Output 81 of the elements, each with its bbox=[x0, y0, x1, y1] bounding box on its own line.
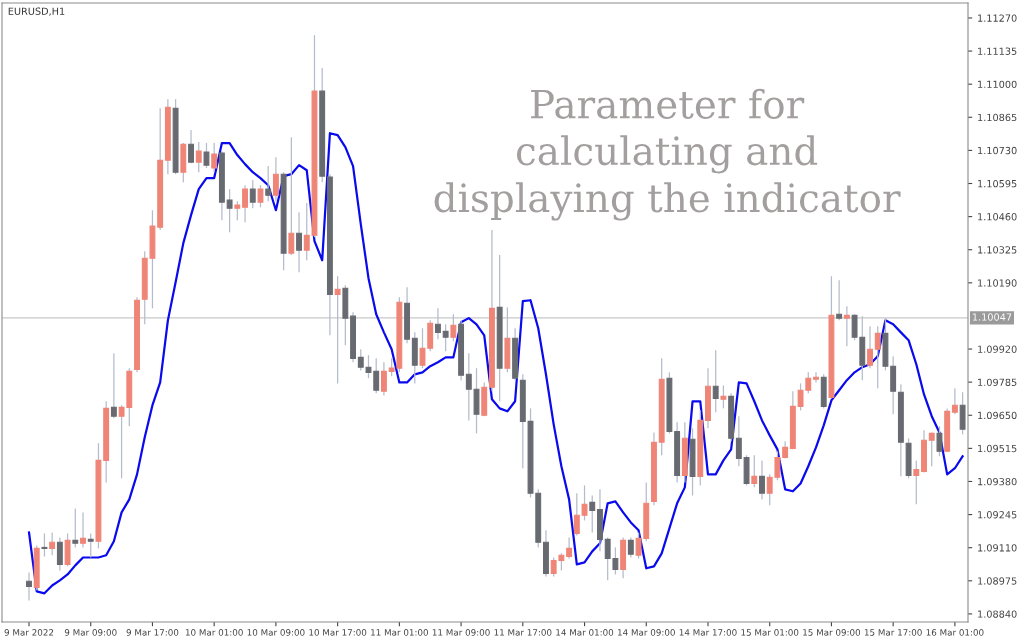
x-tick-label: 9 Mar 17:00 bbox=[126, 629, 179, 636]
candlestick bbox=[566, 536, 573, 560]
x-tick-label: 14 Mar 09:00 bbox=[618, 629, 675, 636]
y-tick-label: 1.08975 bbox=[978, 577, 1017, 585]
candlestick bbox=[80, 511, 86, 549]
candlestick bbox=[249, 179, 256, 209]
x-tick-label: 11 Mar 17:00 bbox=[494, 629, 552, 636]
candlestick bbox=[257, 184, 264, 208]
x-tick-label: 9 Mar 2022 bbox=[4, 629, 54, 636]
y-tick-label: 1.11135 bbox=[978, 47, 1017, 55]
candlestick bbox=[434, 307, 441, 340]
candlestick bbox=[936, 425, 943, 457]
candlestick bbox=[41, 532, 48, 558]
candlestick bbox=[87, 532, 94, 559]
x-tick-label: 9 Mar 09:00 bbox=[64, 629, 117, 636]
y-tick-label: 1.09110 bbox=[978, 544, 1017, 552]
ref-line-label: 1.10047 bbox=[972, 313, 1012, 321]
candlestick bbox=[195, 141, 202, 173]
x-tick-label: 10 Mar 17:00 bbox=[309, 629, 367, 636]
candlestick bbox=[226, 188, 233, 233]
candlestick bbox=[234, 200, 241, 221]
candlestick bbox=[867, 325, 873, 369]
y-tick-label: 1.10460 bbox=[978, 213, 1017, 221]
y-tick-label: 1.11000 bbox=[978, 80, 1017, 89]
candlestick bbox=[49, 531, 56, 556]
candlestick bbox=[203, 142, 210, 169]
y-tick-label: 1.10325 bbox=[978, 246, 1017, 254]
x-tick-label: 16 Mar 01:00 bbox=[926, 629, 984, 636]
y-tick-label: 1.09785 bbox=[978, 378, 1017, 386]
candlestick bbox=[110, 352, 117, 419]
candlestick bbox=[813, 371, 819, 384]
candlestick bbox=[836, 279, 843, 321]
candlestick bbox=[56, 536, 63, 572]
candlestick bbox=[913, 459, 920, 505]
candlestick bbox=[288, 136, 295, 256]
y-tick-label: 1.10865 bbox=[978, 113, 1017, 122]
candlestick bbox=[751, 454, 758, 488]
y-tick-label: 1.10730 bbox=[978, 146, 1017, 155]
candlestick bbox=[442, 323, 449, 352]
candlestick bbox=[843, 305, 850, 347]
y-tick-label: 1.09380 bbox=[978, 477, 1017, 486]
candlestick bbox=[242, 184, 248, 223]
y-tick-label: 1.11270 bbox=[978, 14, 1017, 22]
y-tick-label: 1.08840 bbox=[978, 610, 1017, 618]
candlestick bbox=[334, 275, 341, 385]
y-tick-label: 1.10595 bbox=[978, 179, 1017, 188]
candlestick bbox=[735, 415, 742, 467]
candlestick bbox=[296, 211, 302, 273]
chart-title: EURUSD,H1 bbox=[8, 7, 65, 16]
candlestick bbox=[450, 313, 457, 342]
x-tick-label: 15 Mar 17:00 bbox=[864, 629, 922, 636]
candlestick bbox=[874, 325, 881, 389]
candlestick bbox=[627, 536, 634, 559]
y-tick-label: 1.09920 bbox=[978, 345, 1017, 353]
candlestick bbox=[188, 129, 194, 164]
x-tick-label: 14 Mar 01:00 bbox=[556, 629, 614, 636]
candlestick bbox=[380, 361, 387, 397]
x-tick-label: 10 Mar 01:00 bbox=[185, 629, 243, 636]
candlestick bbox=[26, 571, 32, 602]
candlestick bbox=[928, 431, 935, 467]
x-tick-label: 15 Mar 01:00 bbox=[741, 629, 799, 636]
candlestick bbox=[951, 387, 958, 415]
candlestick bbox=[720, 384, 727, 410]
candlestick bbox=[211, 142, 218, 173]
candlestick bbox=[759, 459, 765, 501]
x-tick-label: 14 Mar 17:00 bbox=[679, 629, 737, 636]
x-tick-label: 11 Mar 09:00 bbox=[432, 629, 490, 636]
x-tick-label: 11 Mar 01:00 bbox=[371, 629, 428, 636]
y-tick-label: 1.10190 bbox=[978, 279, 1017, 287]
annotation: Parameter for calculating and displaying the indicator bbox=[434, 88, 901, 221]
candlestick bbox=[272, 156, 279, 202]
candlestick bbox=[712, 349, 719, 413]
candlestick bbox=[265, 165, 272, 202]
candlestick bbox=[72, 507, 79, 549]
y-tick-label: 1.09650 bbox=[978, 411, 1017, 420]
y-tick-label: 1.09245 bbox=[978, 511, 1017, 519]
x-tick-label: 10 Mar 09:00 bbox=[247, 629, 305, 636]
y-tick-label: 1.09515 bbox=[978, 444, 1017, 453]
candlestick bbox=[589, 494, 596, 534]
x-tick-label: 15 Mar 09:00 bbox=[803, 629, 861, 636]
line-series bbox=[27, 132, 964, 595]
